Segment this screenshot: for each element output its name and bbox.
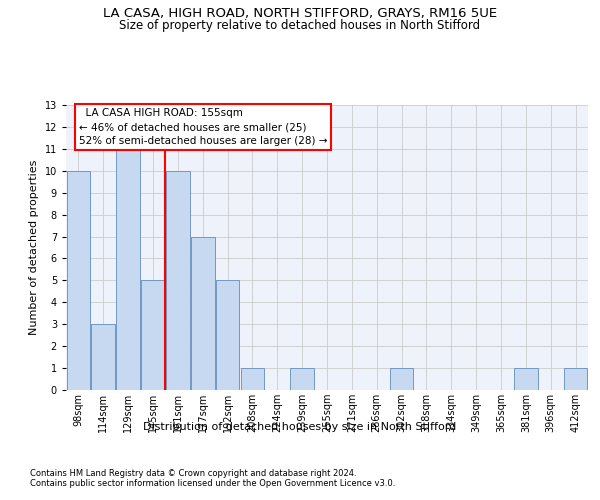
Text: Contains HM Land Registry data © Crown copyright and database right 2024.: Contains HM Land Registry data © Crown c… [30,469,356,478]
Bar [216,280,239,390]
Bar [141,280,165,390]
Bar [290,368,314,390]
Bar [564,368,587,390]
Bar [514,368,538,390]
Text: Size of property relative to detached houses in North Stifford: Size of property relative to detached ho… [119,19,481,32]
Text: LA CASA HIGH ROAD: 155sqm
← 46% of detached houses are smaller (25)
52% of semi-: LA CASA HIGH ROAD: 155sqm ← 46% of detac… [79,108,327,146]
Text: Contains public sector information licensed under the Open Government Licence v3: Contains public sector information licen… [30,478,395,488]
Bar [390,368,413,390]
Bar [241,368,264,390]
Bar [191,236,215,390]
Bar [67,171,90,390]
Y-axis label: Number of detached properties: Number of detached properties [29,160,39,335]
Bar [166,171,190,390]
Bar [116,149,140,390]
Bar [91,324,115,390]
Text: Distribution of detached houses by size in North Stifford: Distribution of detached houses by size … [143,422,457,432]
Text: LA CASA, HIGH ROAD, NORTH STIFFORD, GRAYS, RM16 5UE: LA CASA, HIGH ROAD, NORTH STIFFORD, GRAY… [103,8,497,20]
